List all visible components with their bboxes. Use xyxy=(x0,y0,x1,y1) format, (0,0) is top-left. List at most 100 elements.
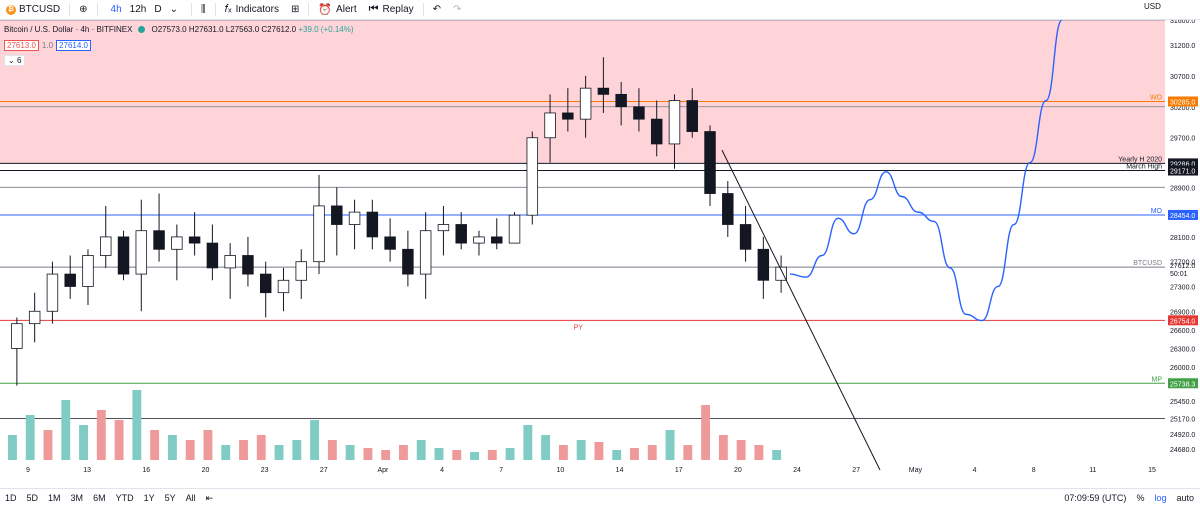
compare-button[interactable]: ⊕ xyxy=(73,0,93,19)
volume-bar xyxy=(452,450,462,460)
price-tick-label: 30700.0 xyxy=(1170,74,1195,81)
ask-price[interactable]: 27614.0 xyxy=(56,40,91,51)
price-tick-label: 27700.0 xyxy=(1170,260,1195,267)
candle-body xyxy=(153,230,165,250)
price-label-box xyxy=(1168,96,1198,107)
range-6m[interactable]: 6M xyxy=(93,493,106,503)
indicators-toggle[interactable]: ⌄ 6 xyxy=(4,55,26,66)
volume-bar xyxy=(399,445,408,460)
range-1d[interactable]: 1D xyxy=(5,493,17,503)
volume-bar xyxy=(327,440,337,460)
replay-label: Replay xyxy=(382,4,414,15)
volume-bar xyxy=(381,450,391,460)
candle-body xyxy=(722,193,734,225)
plus-circle-icon: ⊕ xyxy=(79,4,88,15)
price-label-text: 29286.0 xyxy=(1170,161,1195,168)
volume-bar xyxy=(203,430,213,460)
last-price-label: 27612.0 xyxy=(1170,263,1195,270)
volume-bar xyxy=(61,400,71,460)
chart-legend: Bitcoin / U.S. Dollar · 4h · BITFINEX O2… xyxy=(4,25,354,34)
timeframe-12h[interactable]: 12h xyxy=(129,4,147,15)
chart-type-button[interactable]: ⫼ xyxy=(195,0,212,19)
undo-icon: ↶ xyxy=(432,4,442,15)
goto-date-icon[interactable]: ⇤ xyxy=(205,492,214,503)
volume-bar xyxy=(523,425,533,460)
volume-bar xyxy=(239,440,248,460)
price-label-text: 25738.3 xyxy=(1170,381,1195,388)
symbol-search[interactable]: ₿ BTCUSD xyxy=(0,0,66,19)
volume-bar xyxy=(683,445,693,460)
range-5y[interactable]: 5Y xyxy=(164,493,176,503)
candle-body xyxy=(579,87,592,120)
projection-curve xyxy=(789,20,1063,322)
price-tick-label: 26900.0 xyxy=(1170,309,1195,316)
range-1m[interactable]: 1M xyxy=(48,493,61,503)
volume-bar xyxy=(79,425,88,460)
bid-price[interactable]: 27613.0 xyxy=(4,40,39,51)
layouts-button[interactable]: ⊞ xyxy=(285,0,305,19)
price-tick-label: 29700.0 xyxy=(1170,136,1195,143)
auto-toggle[interactable]: auto xyxy=(1176,493,1194,503)
volume-bar xyxy=(754,445,764,460)
candle-body xyxy=(597,87,610,95)
volume-bar xyxy=(576,440,586,460)
percent-toggle[interactable]: % xyxy=(1136,493,1145,503)
candle-body xyxy=(11,323,23,349)
candle-body xyxy=(100,236,112,256)
time-tick-label: 20 xyxy=(202,467,210,474)
bottom-right-controls: 07:09:59 (UTC) % log auto xyxy=(1064,489,1194,507)
candle-body xyxy=(775,266,787,281)
price-label-box xyxy=(1168,158,1198,169)
volume-bar xyxy=(416,440,426,460)
clock-time[interactable]: 07:09:59 (UTC) xyxy=(1064,493,1127,503)
candle-body xyxy=(171,236,183,250)
volume-layer xyxy=(8,390,782,460)
divider xyxy=(422,3,424,16)
time-tick-label: 9 xyxy=(26,467,30,474)
log-toggle[interactable]: log xyxy=(1154,493,1167,503)
volume-bar xyxy=(612,450,622,460)
timeframe-d[interactable]: D xyxy=(154,4,162,15)
price-tick-label: 24680.0 xyxy=(1170,447,1195,454)
volume-bar xyxy=(630,448,639,460)
candle-body xyxy=(259,273,272,294)
volume-bar xyxy=(647,445,657,460)
chevron-down-icon[interactable]: ⌄ xyxy=(169,4,178,15)
indicators-button[interactable]: 𝑓ₓ Indicators xyxy=(219,0,285,19)
grid-icon: ⊞ xyxy=(290,4,300,15)
candle-body xyxy=(615,93,627,108)
redo-button[interactable]: ↷ xyxy=(447,0,467,19)
volume-bar xyxy=(718,435,728,460)
range-1y[interactable]: 1Y xyxy=(143,493,155,503)
range-5d[interactable]: 5D xyxy=(26,493,39,503)
range-all[interactable]: All xyxy=(185,493,196,503)
price-tick-label: 31200.0 xyxy=(1170,43,1195,50)
range-3m[interactable]: 3M xyxy=(70,493,84,503)
candle-body xyxy=(242,255,254,275)
timeframe-4h[interactable]: 4h xyxy=(110,4,122,15)
candle-body xyxy=(348,211,361,225)
alert-label: Alert xyxy=(336,4,357,15)
legend-low: L27563.0 xyxy=(225,25,260,34)
alert-button[interactable]: ⏰ Alert xyxy=(312,0,362,19)
currency-label[interactable]: USD xyxy=(1144,2,1161,11)
bottom-toolbar: 1D 5D 1M 3M 6M YTD 1Y 5Y All ⇤ 07:09:59 … xyxy=(0,488,1200,507)
price-tick-label: 28100.0 xyxy=(1170,235,1195,242)
price-tick-label: 26600.0 xyxy=(1170,328,1195,335)
candle-body xyxy=(668,100,681,145)
divider xyxy=(214,3,216,16)
candle-body xyxy=(277,279,290,294)
level-label: MO xyxy=(1151,208,1163,215)
time-tick-label: 13 xyxy=(83,467,91,474)
candle-body xyxy=(491,236,503,244)
candle-body xyxy=(686,100,698,132)
undo-button[interactable]: ↶ xyxy=(427,0,447,19)
range-ytd[interactable]: YTD xyxy=(115,493,134,503)
candles-layer xyxy=(11,57,787,386)
candle-body xyxy=(562,112,574,120)
divider xyxy=(69,3,71,16)
candle-body xyxy=(135,230,148,275)
symbol-label: BTCUSD xyxy=(19,4,61,15)
replay-button[interactable]: ⏮ Replay xyxy=(363,0,420,19)
